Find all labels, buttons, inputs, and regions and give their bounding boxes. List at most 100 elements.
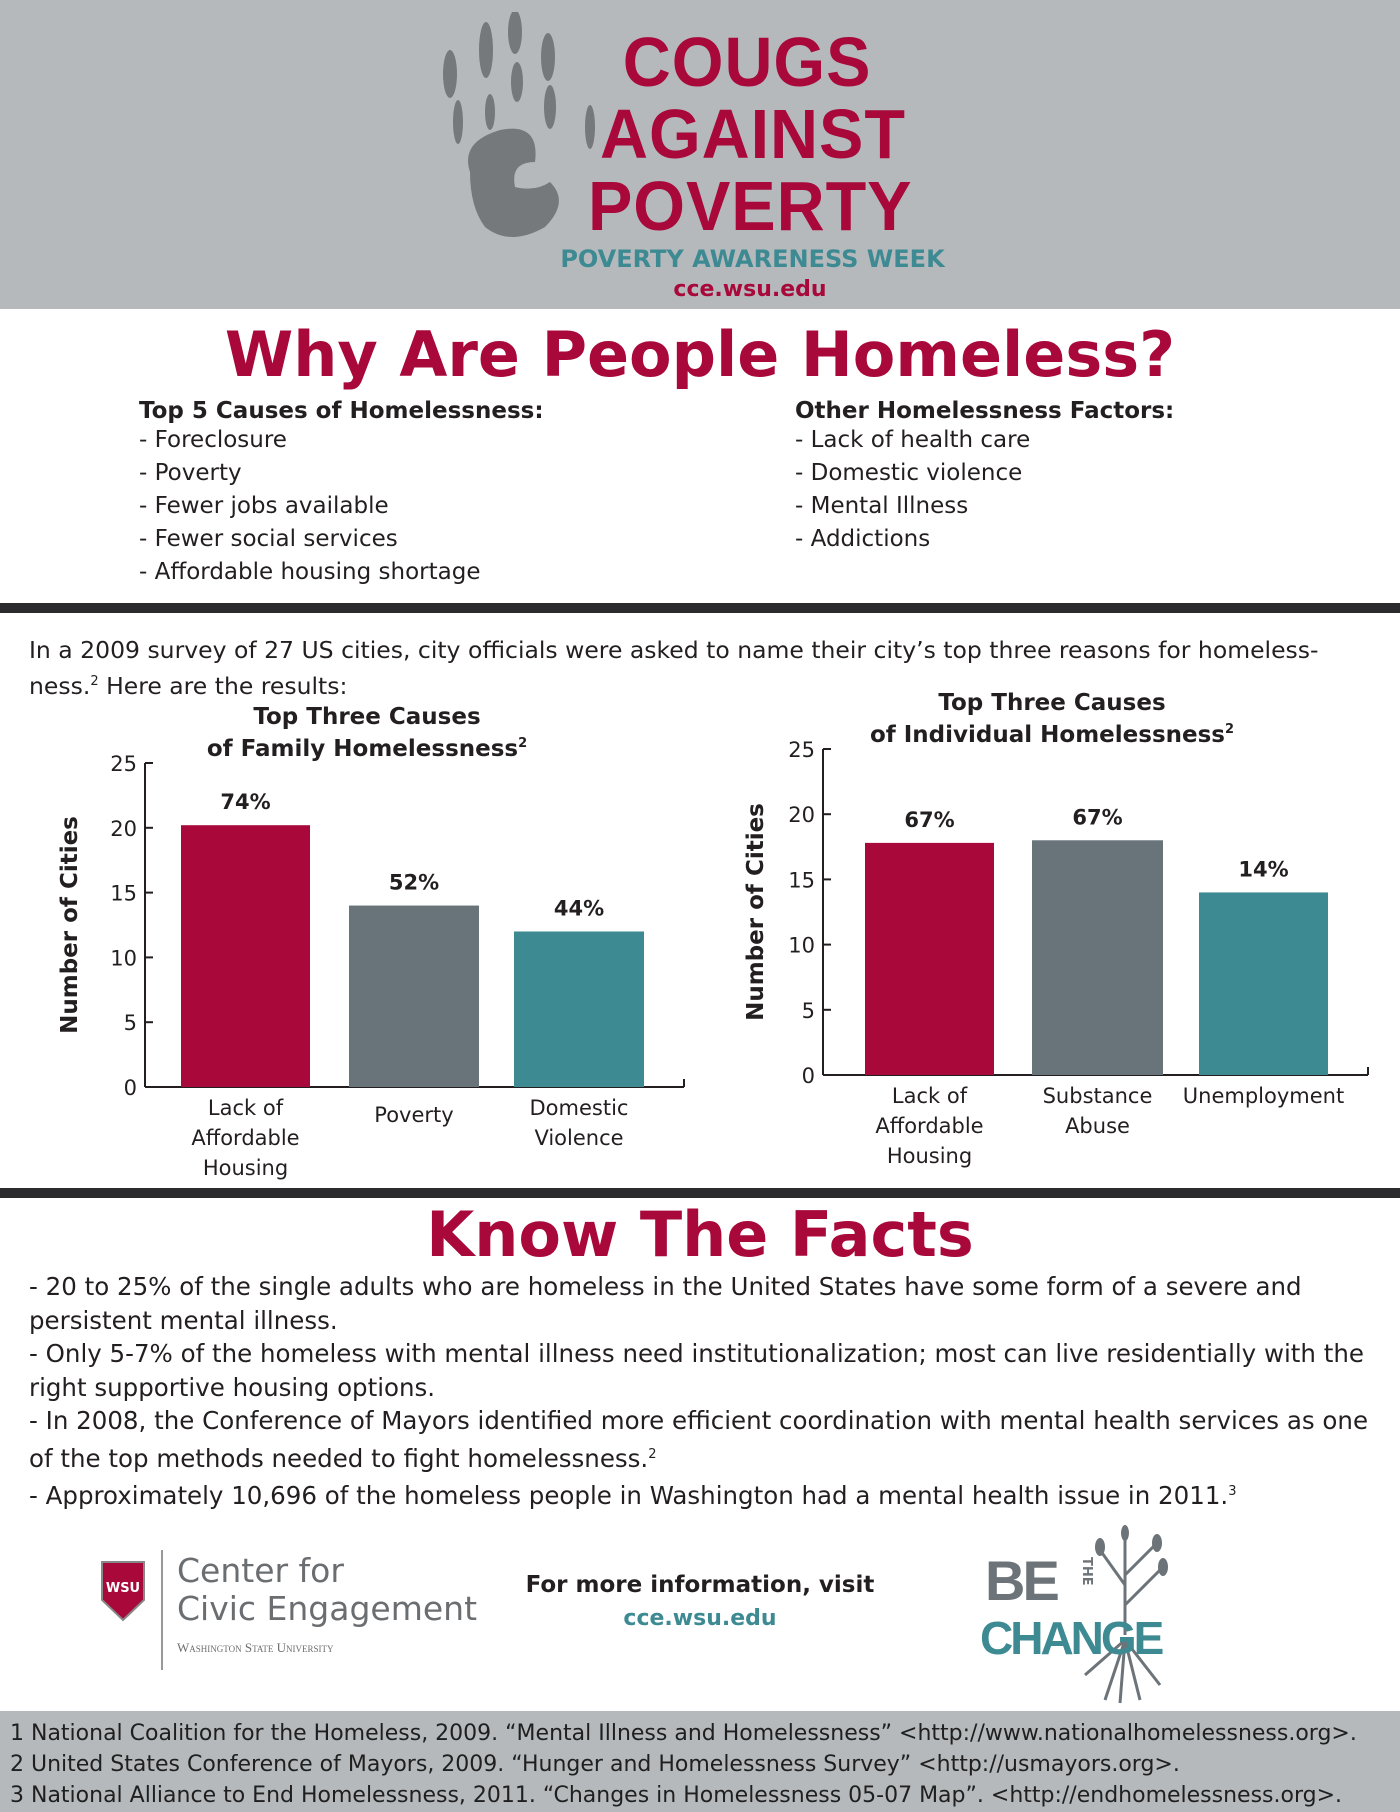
bar-lack-of-affordable-housing: [181, 825, 310, 1087]
footnote: 2 United States Conference of Mayors, 20…: [10, 1752, 1180, 1777]
list-item: - Lack of health care: [795, 427, 1031, 453]
logo-line-2: AGAINST: [600, 95, 906, 173]
cce-logo: WSU: [100, 1560, 146, 1626]
list-item: - Affordable housing shortage: [139, 559, 481, 585]
wsu-wordmark: Washington State University: [177, 1640, 334, 1655]
shield-text: WSU: [106, 1581, 140, 1596]
top-causes-list: Top 5 Causes of Homelessness: - Foreclos…: [139, 398, 544, 589]
family-homelessness-chart: Top Three Causes of Family Homelessness2 N…: [57, 704, 685, 1180]
y-tick-label: 5: [802, 999, 815, 1023]
top-causes-heading: Top 5 Causes of Homelessness:: [139, 398, 544, 424]
chart-title-line: Top Three Causes: [253, 704, 480, 730]
list-item: - Addictions: [795, 526, 931, 552]
list-item: - Poverty: [139, 460, 242, 486]
list-item: - Fewer jobs available: [139, 493, 389, 519]
y-tick-label: 0: [802, 1064, 815, 1088]
footnote: 3 National Alliance to End Homelessness,…: [10, 1783, 1343, 1808]
fact-text: - 20 to 25% of the single adults who are…: [29, 1272, 1302, 1335]
fact-text: - Approximately 10,696 of the homeless p…: [29, 1481, 1229, 1511]
data-label: 74%: [220, 790, 270, 814]
category-label: Abuse: [1065, 1114, 1130, 1138]
bar-domestic-violence: [514, 931, 644, 1087]
bar-poverty: [349, 905, 479, 1087]
bar-unemployment: [1199, 892, 1328, 1075]
fact-item: - 20 to 25% of the single adults who are…: [29, 1270, 1389, 1337]
bar-substance-abuse: [1032, 840, 1163, 1075]
other-factors-heading: Other Homelessness Factors:: [795, 398, 1175, 424]
facts-title: Know The Facts: [426, 1198, 974, 1271]
intro-line-2: ness.2 Here are the results:: [29, 666, 1319, 702]
footnote: 1 National Coalition for the Homeless, 2…: [10, 1721, 1357, 1746]
header-url[interactable]: cce.wsu.edu: [673, 277, 827, 302]
cce-name: Center for Civic Engagement Washington S…: [177, 1552, 477, 1656]
divider: [0, 1188, 1400, 1198]
fact-item: - In 2008, the Conference of Mayors iden…: [29, 1404, 1389, 1475]
facts-list: - 20 to 25% of the single adults who are…: [29, 1270, 1389, 1513]
category-label: Substance: [1043, 1084, 1153, 1108]
logo-line-1: COUGS: [622, 23, 872, 101]
chart-title-line: Top Three Causes: [938, 690, 1165, 716]
wsu-shield-icon: WSU: [101, 1561, 145, 1622]
data-label: 44%: [554, 896, 604, 920]
more-info-url[interactable]: cce.wsu.edu: [623, 1606, 777, 1631]
category-label: Lack of: [208, 1096, 284, 1120]
fact-text: - In 2008, the Conference of Mayors iden…: [29, 1406, 1369, 1473]
category-label: Poverty: [374, 1103, 453, 1127]
data-label: 52%: [389, 871, 439, 895]
individual-homelessness-chart: Top Three Causes of Individual Homelessne…: [743, 690, 1369, 1168]
fact-item: - Only 5-7% of the homeless with mental …: [29, 1337, 1389, 1404]
other-factors-list: Other Homelessness Factors: - Lack of he…: [795, 398, 1174, 556]
y-tick-label: 10: [110, 946, 137, 970]
page-title: Why Are People Homeless?: [224, 318, 1176, 391]
intro-text: In a 2009 survey of 27 US cities, city o…: [29, 634, 1319, 702]
category-label: Lack of: [892, 1084, 968, 1108]
footnote-ref: 2: [648, 1446, 657, 1462]
bar-lack-of-affordable-housing: [865, 842, 994, 1075]
intro-text-b: Here are the results:: [98, 671, 348, 700]
category-label: Affordable: [191, 1126, 299, 1150]
footnote-ref: 2: [90, 674, 99, 689]
header-subtitle: POVERTY AWARENESS WEEK: [560, 245, 945, 273]
y-tick-label: 5: [124, 1011, 137, 1035]
tree-icon: [1084, 1525, 1168, 1704]
intro-text-a: ness.: [29, 671, 91, 700]
fact-item: - Approximately 10,696 of the homeless p…: [29, 1475, 1389, 1513]
logo-divider: [161, 1550, 163, 1670]
footnote-ref: 3: [1228, 1484, 1237, 1500]
category-label: Domestic: [530, 1096, 629, 1120]
data-label: 67%: [904, 808, 954, 832]
y-tick-label: 20: [110, 817, 137, 841]
y-axis-label: Number of Cities: [743, 803, 769, 1021]
logo-line-3: POVERTY: [588, 167, 913, 245]
logo-title: COUGS AGAINST POVERTY: [588, 23, 930, 242]
more-info-text: For more information, visit: [525, 1572, 875, 1598]
y-tick-label: 10: [788, 934, 815, 958]
divider: [0, 603, 1400, 613]
y-tick-label: 20: [788, 803, 815, 827]
footnotes: 1 National Coalition for the Homeless, 2…: [0, 1711, 1400, 1812]
list-item: - Fewer social services: [139, 526, 398, 552]
the-text: THE: [1079, 1557, 1094, 1586]
y-tick-label: 25: [788, 738, 815, 762]
header-banner: COUGS AGAINST POVERTY POVERTY AWARENESS …: [0, 0, 1400, 309]
change-text: CHANGE: [980, 1612, 1164, 1664]
category-label: Unemployment: [1183, 1084, 1344, 1108]
y-tick-label: 25: [110, 752, 137, 776]
more-info: For more information, visit cce.wsu.edu: [480, 1572, 920, 1631]
list-item: - Domestic violence: [795, 460, 1023, 486]
y-axis-label: Number of Cities: [57, 816, 83, 1034]
chart-title-line: of Family Homelessness2: [207, 736, 527, 762]
intro-line-1: In a 2009 survey of 27 US cities, city o…: [29, 636, 1319, 664]
category-label: Violence: [534, 1126, 623, 1150]
y-tick-label: 15: [110, 882, 137, 906]
chart-title-line: of Individual Homelessness2: [870, 722, 1234, 748]
category-label: Affordable: [875, 1114, 983, 1138]
y-tick-label: 15: [788, 868, 815, 892]
list-item: - Mental Illness: [795, 493, 969, 519]
cce-line-2: Civic Engagement: [177, 1589, 478, 1628]
list-item: - Foreclosure: [139, 427, 287, 453]
handprint-icon: [443, 12, 595, 237]
category-label: Housing: [203, 1156, 288, 1180]
y-tick-label: 0: [124, 1076, 137, 1100]
fact-text: - Only 5-7% of the homeless with mental …: [29, 1339, 1364, 1402]
